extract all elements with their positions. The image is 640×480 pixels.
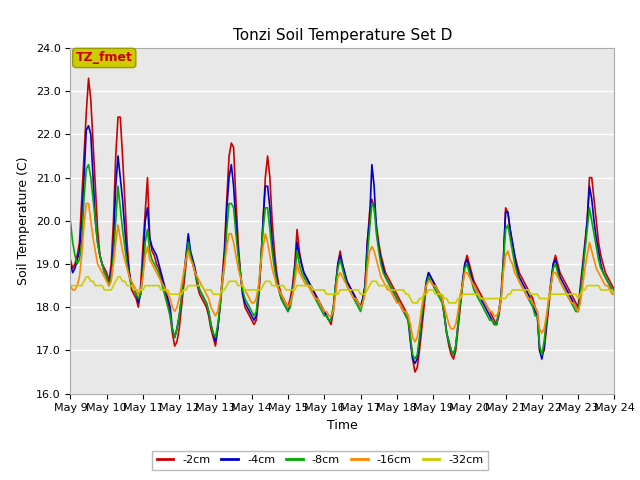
-4cm — [411, 360, 419, 366]
-32cm — [130, 287, 138, 293]
Line: -8cm: -8cm — [70, 165, 614, 359]
-16cm — [83, 201, 90, 206]
-32cm — [409, 300, 417, 306]
Y-axis label: Soil Temperature (C): Soil Temperature (C) — [17, 156, 30, 285]
-8cm — [130, 287, 138, 293]
Title: Tonzi Soil Temperature Set D: Tonzi Soil Temperature Set D — [233, 28, 452, 43]
X-axis label: Time: Time — [327, 419, 358, 432]
-32cm — [608, 287, 616, 293]
-32cm — [380, 283, 387, 288]
-8cm — [472, 291, 480, 297]
-8cm — [380, 270, 387, 276]
-16cm — [380, 278, 387, 284]
-16cm — [67, 283, 74, 288]
-2cm — [411, 369, 419, 375]
-32cm — [67, 283, 74, 288]
Line: -16cm: -16cm — [70, 204, 614, 342]
-8cm — [67, 218, 74, 224]
-4cm — [611, 291, 618, 297]
-32cm — [275, 283, 283, 288]
-16cm — [472, 287, 480, 293]
-2cm — [130, 291, 138, 297]
-32cm — [509, 287, 516, 293]
-2cm — [84, 75, 92, 81]
-2cm — [275, 283, 283, 288]
-4cm — [509, 240, 516, 245]
-8cm — [509, 248, 516, 254]
-4cm — [275, 287, 283, 293]
-16cm — [611, 291, 618, 297]
-2cm — [509, 240, 516, 245]
-4cm — [84, 123, 92, 129]
-16cm — [130, 283, 138, 288]
-16cm — [608, 291, 616, 297]
-8cm — [275, 287, 283, 293]
-16cm — [509, 261, 516, 267]
Line: -32cm: -32cm — [70, 277, 614, 303]
-4cm — [380, 265, 387, 271]
-2cm — [611, 287, 618, 293]
-32cm — [611, 291, 618, 297]
-8cm — [411, 356, 419, 362]
-8cm — [608, 287, 616, 293]
-2cm — [472, 283, 480, 288]
-32cm — [472, 291, 480, 297]
-4cm — [67, 261, 74, 267]
-4cm — [130, 287, 138, 293]
-2cm — [608, 283, 616, 288]
-2cm — [67, 257, 74, 263]
-8cm — [84, 162, 92, 168]
Legend: -2cm, -4cm, -8cm, -16cm, -32cm: -2cm, -4cm, -8cm, -16cm, -32cm — [152, 451, 488, 469]
-8cm — [611, 291, 618, 297]
-16cm — [411, 339, 419, 345]
-2cm — [380, 261, 387, 267]
-32cm — [83, 274, 90, 280]
Line: -4cm: -4cm — [70, 126, 614, 363]
Line: -2cm: -2cm — [70, 78, 614, 372]
-4cm — [472, 287, 480, 293]
-4cm — [608, 287, 616, 293]
-16cm — [275, 287, 283, 293]
Text: TZ_fmet: TZ_fmet — [76, 51, 132, 64]
